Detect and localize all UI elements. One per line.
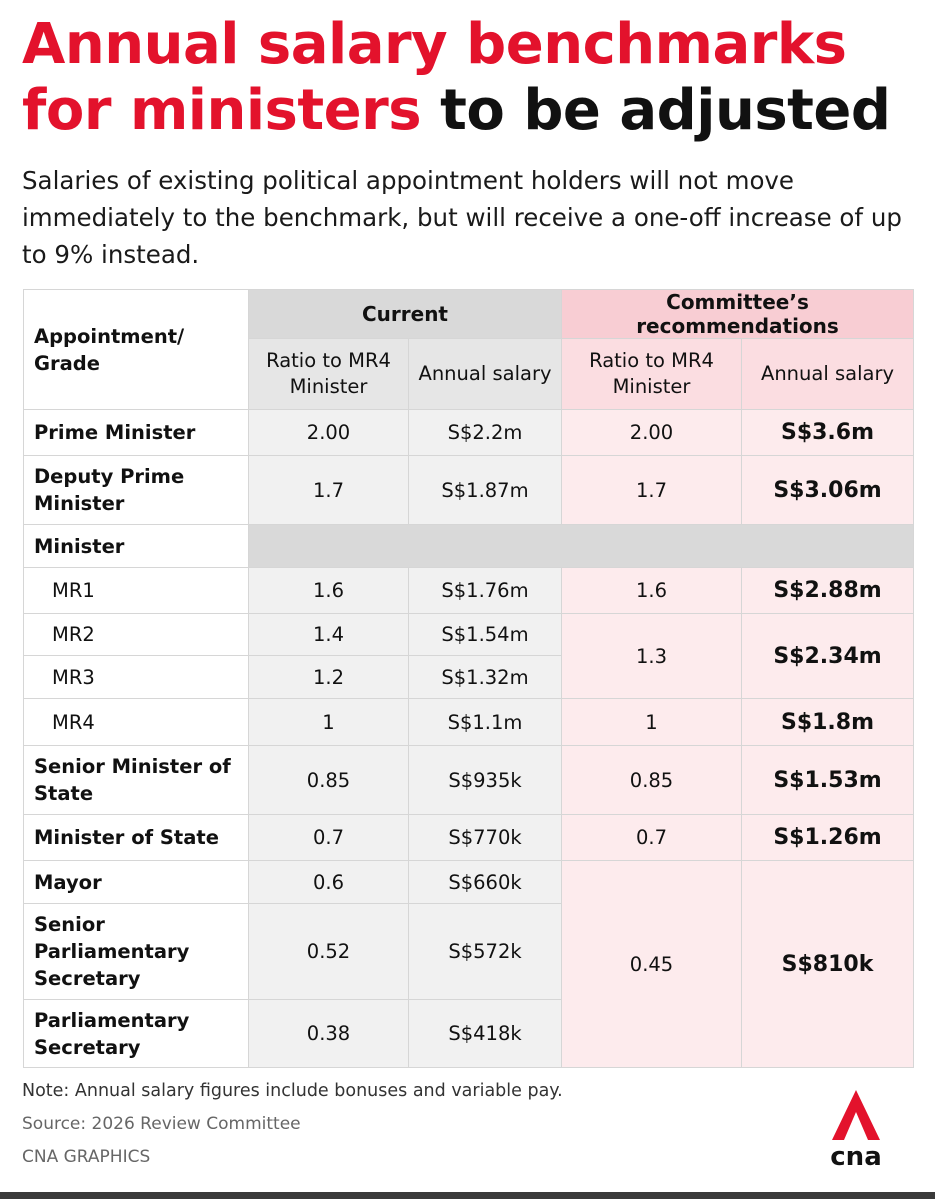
table-row: Senior Parliamentary Secretary 0.52 S$57… bbox=[23, 903, 914, 1000]
table-row: MR1 1.6 S$1.76m 1.6 S$2.88m bbox=[23, 567, 914, 614]
table-row: Deputy Prime Minister 1.7 S$1.87m 1.7 S$… bbox=[23, 455, 914, 525]
cell-rec-salary: S$3.6m bbox=[741, 409, 914, 456]
cna-logo-icon: cna bbox=[826, 1088, 886, 1172]
cell-current-ratio: 1.2 bbox=[248, 655, 409, 699]
header-recommendations: Committee’s recommendations bbox=[561, 289, 914, 339]
cell-rec-salary: S$1.26m bbox=[741, 814, 914, 861]
row-label: MR1 bbox=[23, 567, 249, 614]
table-row: Mayor 0.6 S$660k 0.45 S$810k bbox=[23, 860, 914, 1068]
page-title: Annual salary benchmarks for ministers t… bbox=[22, 12, 912, 144]
header-current-ratio: Ratio to MR4 Minister bbox=[248, 338, 409, 410]
footnote: Note: Annual salary figures include bonu… bbox=[22, 1081, 563, 1101]
cell-current-ratio: 0.38 bbox=[248, 999, 409, 1068]
table-row: Senior Minister of State 0.85 S$935k 0.8… bbox=[23, 745, 914, 815]
cell-rec-salary: S$810k bbox=[741, 860, 914, 1068]
header-current-salary: Annual salary bbox=[408, 338, 562, 410]
cell-current-salary: S$1.54m bbox=[408, 613, 562, 656]
cell-rec-salary: S$1.8m bbox=[741, 698, 914, 746]
cell-current-salary: S$572k bbox=[408, 903, 562, 1000]
row-label: Mayor bbox=[23, 860, 249, 904]
header-current: Current bbox=[248, 289, 562, 339]
cell-current-ratio: 0.52 bbox=[248, 903, 409, 1000]
cell-current-salary: S$660k bbox=[408, 860, 562, 904]
source-line: Source: 2026 Review Committee bbox=[22, 1114, 301, 1134]
cell-rec-salary: S$2.88m bbox=[741, 567, 914, 614]
salary-table: Appointment/ Grade Current Committee’s r… bbox=[23, 289, 914, 1068]
row-label: MR4 bbox=[23, 698, 249, 746]
cell-current-salary: S$1.32m bbox=[408, 655, 562, 699]
bottom-bar bbox=[0, 1192, 935, 1199]
table-row: Prime Minister 2.00 S$2.2m 2.00 S$3.6m bbox=[23, 409, 914, 456]
graphics-credit: CNA GRAPHICS bbox=[22, 1147, 151, 1167]
cell-current-salary: S$418k bbox=[408, 999, 562, 1068]
cell-current-salary: S$2.2m bbox=[408, 409, 562, 456]
table-row: MR4 1 S$1.1m 1 S$1.8m bbox=[23, 698, 914, 746]
row-label: Senior Minister of State bbox=[23, 745, 249, 815]
cell-current-salary: S$1.87m bbox=[408, 455, 562, 525]
table-row: Parliamentary Secretary 0.38 S$418k bbox=[23, 999, 914, 1068]
cell-current-ratio: 1.7 bbox=[248, 455, 409, 525]
row-label: Parliamentary Secretary bbox=[23, 999, 249, 1068]
row-label: Minister of State bbox=[23, 814, 249, 861]
title-rest: to be adjusted bbox=[440, 78, 891, 143]
row-label: Deputy Prime Minister bbox=[23, 455, 249, 525]
cell-rec-ratio: 1.6 bbox=[561, 567, 742, 614]
table-row-group: Minister bbox=[23, 524, 914, 568]
cell-rec-ratio: 0.7 bbox=[561, 814, 742, 861]
cell-rec-ratio: 0.45 bbox=[561, 860, 742, 1068]
cell-rec-salary: S$2.34m bbox=[741, 613, 914, 699]
cell-current-ratio: 1.4 bbox=[248, 613, 409, 656]
header-rec-salary: Annual salary bbox=[741, 338, 914, 410]
cell-rec-salary: S$3.06m bbox=[741, 455, 914, 525]
cell-current-salary: S$935k bbox=[408, 745, 562, 815]
cell-current-salary: S$770k bbox=[408, 814, 562, 861]
group-band bbox=[248, 524, 914, 568]
row-label: MR2 bbox=[23, 613, 249, 656]
cell-current-ratio: 2.00 bbox=[248, 409, 409, 456]
cell-current-salary: S$1.76m bbox=[408, 567, 562, 614]
cell-rec-ratio: 1 bbox=[561, 698, 742, 746]
row-label: Prime Minister bbox=[23, 409, 249, 456]
cell-current-ratio: 1 bbox=[248, 698, 409, 746]
cell-rec-ratio: 1.7 bbox=[561, 455, 742, 525]
header-appointment: Appointment/ Grade bbox=[23, 289, 249, 410]
cell-current-ratio: 0.85 bbox=[248, 745, 409, 815]
subtitle: Salaries of existing political appointme… bbox=[22, 166, 902, 269]
cell-rec-ratio: 0.85 bbox=[561, 745, 742, 815]
cell-rec-ratio: 2.00 bbox=[561, 409, 742, 456]
row-label: Minister bbox=[23, 524, 249, 568]
svg-text:cna: cna bbox=[830, 1142, 881, 1168]
table-row: MR3 1.2 S$1.32m bbox=[23, 655, 914, 699]
cell-rec-ratio: 1.3 bbox=[561, 613, 742, 699]
cell-current-ratio: 0.6 bbox=[248, 860, 409, 904]
row-label: MR3 bbox=[23, 655, 249, 699]
cell-current-ratio: 0.7 bbox=[248, 814, 409, 861]
cell-current-ratio: 1.6 bbox=[248, 567, 409, 614]
cell-current-salary: S$1.1m bbox=[408, 698, 562, 746]
title-highlight: Annual salary benchmarks for ministers bbox=[22, 12, 847, 143]
cell-rec-salary: S$1.53m bbox=[741, 745, 914, 815]
table-row: Minister of State 0.7 S$770k 0.7 S$1.26m bbox=[23, 814, 914, 861]
table-row: MR2 1.4 S$1.54m 1.3 S$2.34m bbox=[23, 613, 914, 699]
row-label: Senior Parliamentary Secretary bbox=[23, 903, 249, 1000]
header-rec-ratio: Ratio to MR4 Minister bbox=[561, 338, 742, 410]
